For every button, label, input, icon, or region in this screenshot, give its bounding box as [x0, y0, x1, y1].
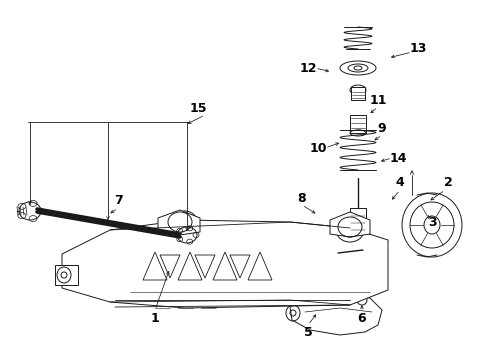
Text: 13: 13 [409, 41, 427, 54]
Polygon shape [350, 208, 366, 243]
Polygon shape [160, 255, 180, 278]
Text: 3: 3 [428, 216, 436, 229]
Text: 5: 5 [304, 325, 313, 338]
Polygon shape [230, 255, 250, 278]
Text: 7: 7 [114, 194, 122, 207]
Polygon shape [195, 255, 215, 278]
Text: 12: 12 [299, 62, 317, 75]
Text: 1: 1 [150, 311, 159, 324]
Text: 8: 8 [298, 192, 306, 204]
Polygon shape [143, 252, 167, 280]
Text: 14: 14 [389, 152, 407, 165]
Text: 11: 11 [369, 94, 387, 107]
Polygon shape [62, 220, 388, 308]
Polygon shape [158, 210, 200, 235]
Text: 4: 4 [395, 175, 404, 189]
Polygon shape [55, 265, 78, 285]
Polygon shape [178, 252, 202, 280]
Polygon shape [248, 252, 272, 280]
Polygon shape [290, 295, 382, 335]
Text: 2: 2 [443, 175, 452, 189]
Polygon shape [330, 212, 370, 237]
Text: 15: 15 [189, 102, 207, 114]
Text: 10: 10 [309, 141, 327, 154]
Polygon shape [213, 252, 237, 280]
Text: 6: 6 [358, 311, 367, 324]
Polygon shape [351, 87, 365, 100]
Text: 9: 9 [378, 122, 386, 135]
Polygon shape [350, 115, 366, 133]
